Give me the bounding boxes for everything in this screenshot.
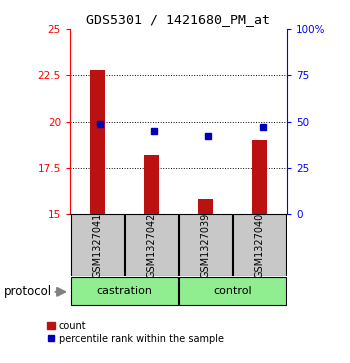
Text: control: control	[214, 286, 252, 296]
Text: protocol: protocol	[4, 285, 52, 298]
Bar	[198, 199, 213, 214]
Bar	[125, 214, 178, 276]
Bar	[233, 214, 286, 276]
Text: GSM1327039: GSM1327039	[201, 212, 211, 278]
Bar	[144, 155, 159, 214]
Text: GSM1327041: GSM1327041	[92, 212, 102, 278]
Bar	[71, 214, 124, 276]
Bar	[90, 70, 105, 214]
Bar	[252, 140, 267, 214]
Bar	[179, 214, 232, 276]
Text: GSM1327040: GSM1327040	[255, 212, 265, 278]
Title: GDS5301 / 1421680_PM_at: GDS5301 / 1421680_PM_at	[86, 13, 271, 26]
Bar	[71, 277, 178, 305]
Bar	[179, 277, 286, 305]
Text: GSM1327042: GSM1327042	[146, 212, 156, 278]
Text: castration: castration	[96, 286, 152, 296]
Legend: count, percentile rank within the sample: count, percentile rank within the sample	[47, 321, 224, 344]
